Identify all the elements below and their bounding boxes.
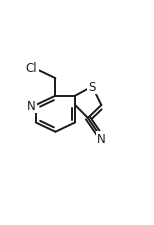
Text: S: S xyxy=(89,81,96,93)
Text: Cl: Cl xyxy=(26,62,37,75)
Text: N: N xyxy=(97,133,106,146)
Text: N: N xyxy=(27,99,35,112)
